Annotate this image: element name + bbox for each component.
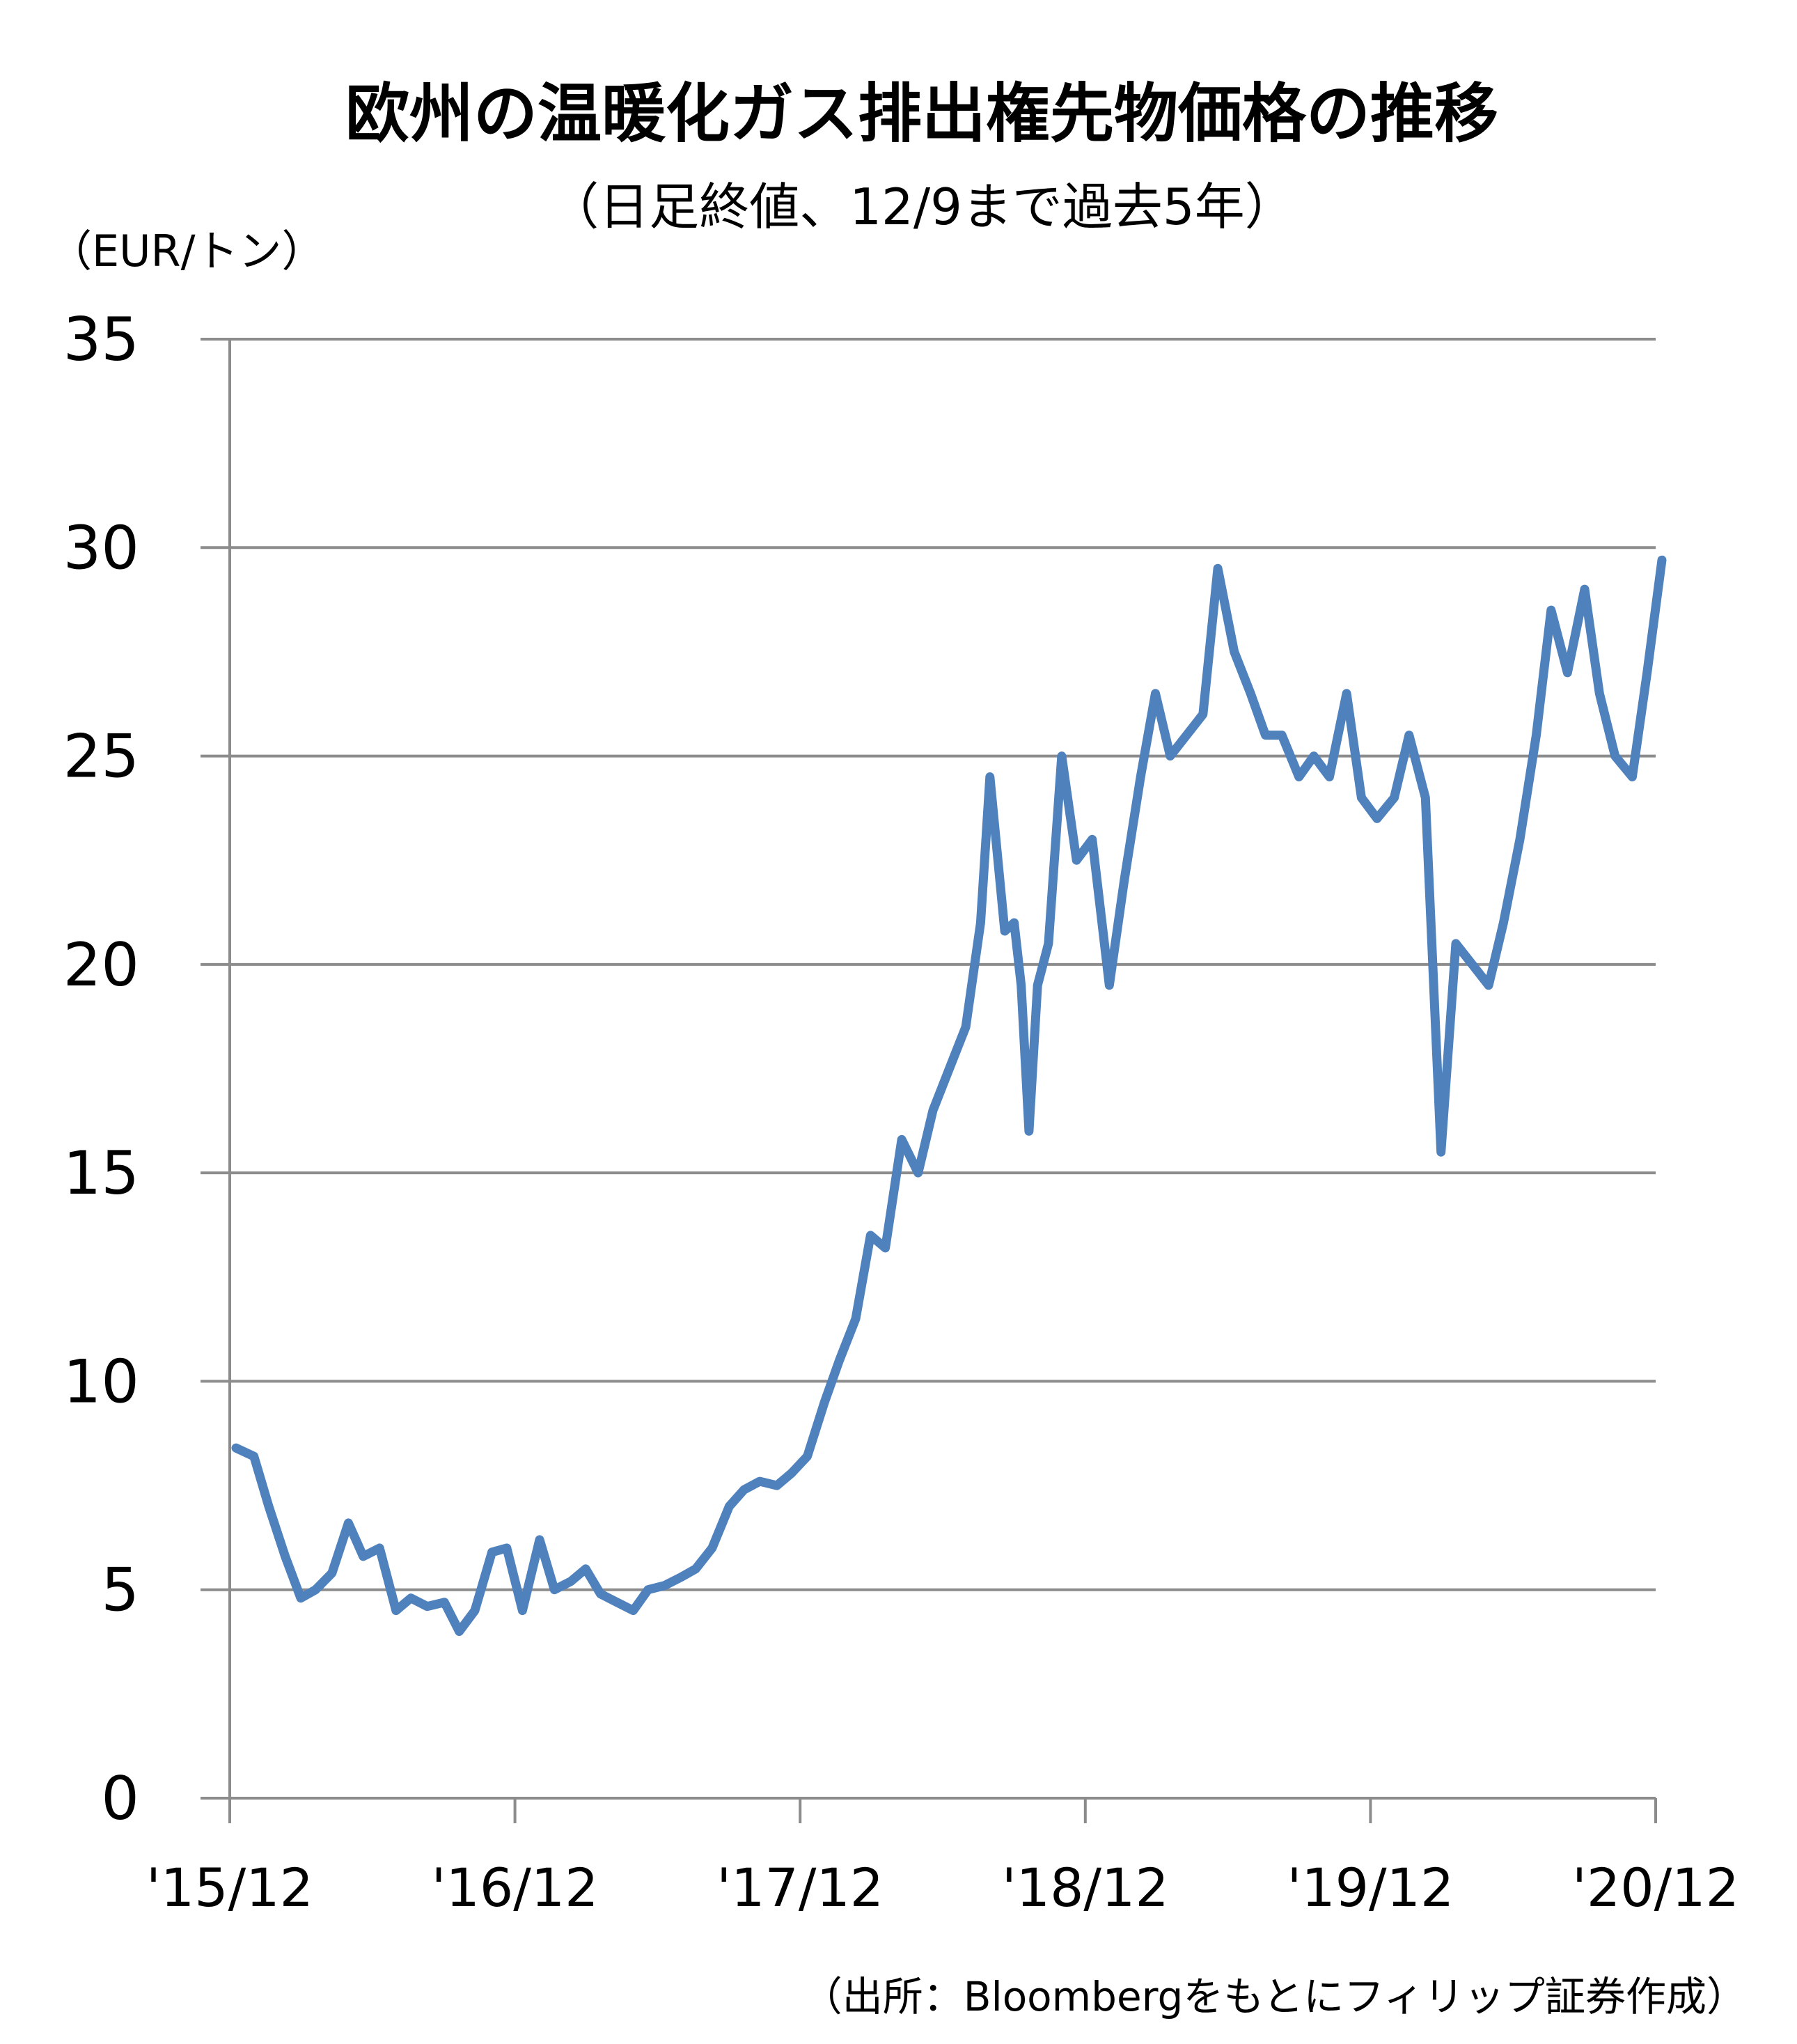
y-tick-label: 20 — [63, 930, 139, 1000]
chart-title: 欧州の温暖化ガス排出権先物価格の推移 — [345, 77, 1498, 151]
series-line — [231, 555, 1667, 1637]
y-tick-label: 25 — [63, 722, 139, 792]
x-tick-label: '19/12 — [1287, 1857, 1454, 1919]
y-tick-label: 15 — [63, 1139, 139, 1208]
x-tick-label: '17/12 — [716, 1857, 884, 1919]
x-tick-labels: '15/12 '16/12 '17/12 '18/12 '19/12 '20/12 — [146, 1857, 1739, 1919]
x-tick-label: '18/12 — [1002, 1857, 1169, 1919]
y-tick-label: 0 — [101, 1764, 139, 1834]
y-tick-labels: 0 5 10 15 20 25 30 35 — [63, 305, 139, 1834]
x-tick-label: '20/12 — [1572, 1857, 1739, 1919]
x-tick-label: '16/12 — [432, 1857, 599, 1919]
y-axis-unit-label: （EUR/トン） — [49, 226, 325, 276]
y-tick-label: 30 — [63, 513, 139, 583]
y-tick-label: 35 — [63, 305, 139, 375]
source-note: （出所：Bloombergをもとにフィリップ証券作成） — [802, 1973, 1747, 2020]
x-tick-label: '15/12 — [146, 1857, 313, 1919]
series-layer — [231, 555, 1667, 1637]
y-tick-label: 10 — [63, 1347, 139, 1417]
gridlines — [230, 338, 1656, 1591]
chart-subtitle: （日足終値、12/9まで過去5年） — [549, 178, 1295, 236]
axes — [201, 338, 1657, 1823]
y-tick-label: 5 — [101, 1556, 139, 1625]
